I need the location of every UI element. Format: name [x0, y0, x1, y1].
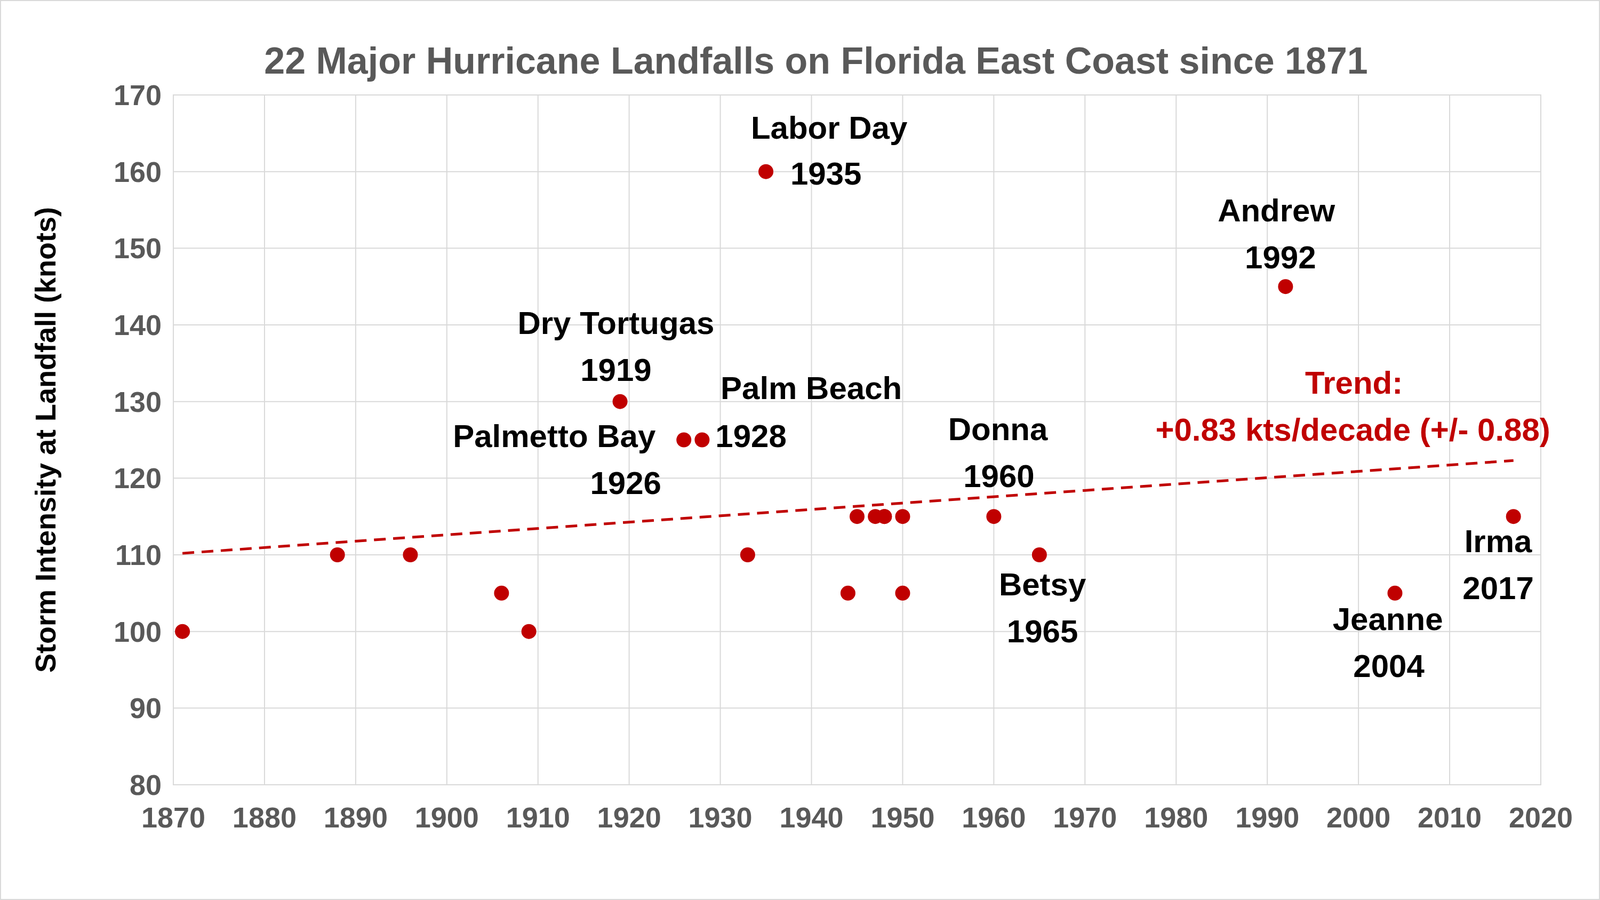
- point-label: 1935: [790, 155, 862, 192]
- trend-label: +0.83 kts/decade (+/- 0.88): [1155, 411, 1550, 448]
- point-label: 1992: [1244, 239, 1316, 276]
- y-tick-label: 110: [115, 538, 162, 571]
- point: [1032, 547, 1047, 563]
- x-tick-label: 1980: [1144, 801, 1208, 834]
- y-tick-label: 100: [113, 615, 162, 648]
- point: [740, 547, 756, 563]
- x-tick-label: 1920: [597, 801, 662, 834]
- y-tick-label: 160: [113, 155, 162, 188]
- point-label: Irma: [1464, 523, 1533, 559]
- point-label: Palm Beach: [720, 370, 902, 406]
- grid-line: [173, 477, 1541, 479]
- grid-line: [901, 94, 903, 785]
- y-tick-label: 130: [113, 385, 162, 418]
- x-tick-label: 1890: [323, 801, 388, 834]
- grid-line: [173, 247, 1541, 249]
- title: 22 Major Hurricane Landfalls on Florida …: [264, 40, 1368, 82]
- point: [676, 432, 692, 448]
- point: [1506, 508, 1522, 524]
- trend-label: Trend:: [1305, 364, 1403, 401]
- point-label: Jeanne: [1332, 601, 1444, 637]
- point: [894, 508, 910, 524]
- point-label: 2004: [1353, 648, 1425, 684]
- point-label: Labor Day: [750, 109, 908, 146]
- point: [986, 508, 1002, 524]
- point: [876, 508, 892, 524]
- point: [1277, 278, 1293, 294]
- grid-line: [1084, 94, 1086, 785]
- x-tick-label: 1990: [1235, 801, 1300, 834]
- point: [840, 585, 856, 601]
- y-tick-label: 140: [113, 308, 162, 341]
- point: [758, 164, 774, 180]
- trend-line: [182, 460, 1514, 554]
- y-tick-label: 150: [113, 232, 162, 264]
- point: [402, 547, 418, 563]
- grid-line: [173, 324, 1541, 326]
- point-label: Donna: [948, 411, 1048, 447]
- y-tick-label: 90: [129, 691, 162, 724]
- point: [330, 547, 346, 563]
- x-tick-label: 1910: [506, 801, 571, 834]
- grid-line: [355, 94, 357, 785]
- background: [0, 0, 1600, 900]
- point-label: Dry Tortugas: [517, 305, 715, 341]
- grid-line: [173, 707, 1541, 709]
- x-tick-label: 1970: [1052, 801, 1117, 834]
- y-tick-label: 170: [113, 78, 162, 111]
- x-tick-label: 1880: [232, 801, 297, 834]
- point-label: Betsy: [998, 566, 1087, 603]
- point-label: 2017: [1462, 570, 1534, 606]
- x-tick-label: 1950: [870, 801, 935, 834]
- point-label: 1960: [963, 458, 1035, 494]
- point: [1387, 585, 1403, 601]
- x-tick-label: 2020: [1508, 801, 1573, 834]
- point: [493, 585, 509, 601]
- point: [694, 432, 710, 448]
- chart: 80 90 100 110 120 130 140 150 160 170 1870 1880 1890…: [0, 0, 1600, 900]
- y-tick-label: 80: [129, 768, 162, 801]
- grid-line: [264, 94, 266, 785]
- grid-line: [811, 94, 813, 785]
- grid-line: [173, 554, 1541, 556]
- point: [894, 585, 910, 601]
- point-label: Palmetto Bay: [452, 418, 656, 454]
- x-tick-label: 2010: [1417, 801, 1482, 834]
- x-tick-label: 1900: [414, 801, 479, 834]
- point-label: 1928: [715, 418, 787, 454]
- point-label: 1926: [589, 465, 661, 501]
- point-label: Andrew: [1217, 192, 1335, 229]
- grid-line: [446, 94, 448, 785]
- point: [612, 394, 628, 410]
- marks: [174, 164, 1522, 639]
- x-tick-label: 1960: [961, 801, 1026, 834]
- x-tick-label: 1930: [688, 801, 753, 834]
- x-tick-label: 1940: [779, 801, 844, 834]
- point: [849, 508, 865, 524]
- point: [876, 508, 892, 524]
- point: [521, 624, 537, 639]
- point-label: 1965: [1006, 613, 1078, 650]
- y-axis-label: Storm Intensity at Landfall (knots): [29, 206, 62, 673]
- x-tick-label: 1870: [141, 801, 206, 834]
- x-tick-label: 2000: [1326, 801, 1391, 834]
- point-label: 1919: [580, 352, 652, 388]
- point: [174, 624, 190, 639]
- y-tick-label: 120: [113, 461, 162, 494]
